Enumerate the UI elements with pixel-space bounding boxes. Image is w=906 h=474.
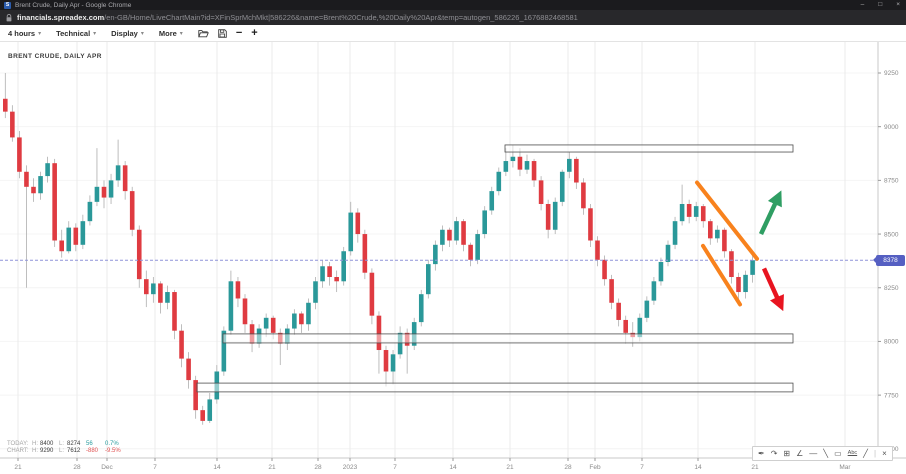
site-favicon-icon: S [4, 1, 11, 9]
instrument-label: BRENT CRUDE, DAILY APR [8, 53, 102, 60]
padlock-icon[interactable] [6, 13, 12, 22]
svg-text:8750: 8750 [884, 178, 899, 185]
curve-arrow-tool-icon[interactable]: ↷ [770, 449, 778, 458]
svg-text:8500: 8500 [884, 231, 899, 238]
svg-text:9000: 9000 [884, 124, 899, 131]
rectangle-tool-icon[interactable]: ▭ [834, 449, 842, 458]
today-change-pct: 0.7% [105, 441, 119, 447]
grid-tool-icon[interactable]: ⊞ [783, 449, 791, 458]
today-change: 56 [86, 441, 93, 447]
technical-menu-label: Technical [56, 28, 91, 38]
toolbar-separator: | [873, 449, 877, 458]
svg-text:2023: 2023 [343, 464, 358, 471]
svg-text:14: 14 [213, 464, 221, 471]
svg-text:7: 7 [153, 464, 157, 471]
chevron-down-icon: ▾ [140, 30, 144, 37]
today-stats-row: TODAY: H: 8400 L: 8274 56 0.7% [7, 441, 124, 448]
trend-lines [695, 180, 759, 307]
svg-text:7: 7 [640, 464, 644, 471]
timeframe-menu[interactable]: 4 hours ▾ [8, 29, 41, 38]
chart-stats-row: CHART: H: 9290 L: 7612 -880 -9.5% [7, 448, 124, 455]
chart-area: 925090008750850082508000775075002128Dec7… [0, 42, 906, 474]
chevron-down-icon: ▾ [38, 30, 42, 37]
zoom-in-button[interactable]: + [251, 27, 258, 39]
more-menu[interactable]: More ▾ [159, 29, 183, 38]
drawing-toolbar: ✒ ↷ ⊞ ∠ — ╲ ▭ Abc ╱ | × [752, 446, 893, 461]
more-menu-label: More [158, 28, 177, 38]
window-close-button[interactable]: × [896, 1, 900, 8]
candlestick-chart[interactable]: 925090008750850082508000775075002128Dec7… [0, 42, 906, 474]
technical-menu[interactable]: Technical ▾ [56, 29, 96, 38]
svg-text:Feb: Feb [589, 464, 601, 471]
svg-text:14: 14 [694, 464, 702, 471]
angle-lines-tool-icon[interactable]: ∠ [796, 449, 804, 458]
diagonal-line-tool-icon[interactable]: ╱ [863, 449, 868, 458]
close-toolbar-icon[interactable]: × [882, 449, 887, 458]
svg-text:7: 7 [393, 464, 397, 471]
floppy-save-icon [218, 28, 227, 38]
window-maximize-button[interactable]: □ [878, 1, 883, 8]
chart-change-pct: -9.5% [105, 448, 121, 454]
horizontal-line-tool-icon[interactable]: — [809, 449, 818, 458]
text-tool-icon[interactable]: Abc [847, 450, 858, 456]
candles [3, 73, 755, 425]
gridlines [0, 42, 878, 458]
svg-text:7750: 7750 [884, 392, 899, 399]
url-path: /en-GB/Home/LiveChartMain?id=XFinSprMchM… [104, 13, 578, 22]
chart-toolbar: 4 hours ▾ Technical ▾ Display ▾ More ▾ −… [0, 25, 906, 42]
window-minimize-button[interactable]: – [860, 1, 865, 8]
page-url: financials.spreadex.com/en-GB/Home/LiveC… [17, 13, 578, 22]
svg-text:21: 21 [268, 464, 276, 471]
trend-line-tool-icon[interactable]: ╲ [823, 449, 829, 458]
svg-text:Mar: Mar [839, 464, 851, 471]
svg-text:28: 28 [564, 464, 572, 471]
svg-text:28: 28 [73, 464, 81, 471]
svg-text:Dec: Dec [101, 464, 113, 471]
svg-text:9250: 9250 [884, 70, 899, 77]
svg-text:21: 21 [506, 464, 514, 471]
ohlc-stats: TODAY: H: 8400 L: 8274 56 0.7% CHART: H: 9290 L: 7… [7, 441, 124, 455]
url-bar[interactable]: financials.spreadex.com/en-GB/Home/LiveC… [0, 10, 906, 25]
timeframe-menu-label: 4 hours [8, 28, 36, 38]
svg-text:14: 14 [449, 464, 457, 471]
svg-text:21: 21 [14, 464, 22, 471]
zoom-out-button[interactable]: − [235, 27, 243, 39]
display-menu[interactable]: Display ▾ [111, 29, 144, 38]
chevron-down-icon: ▾ [179, 30, 183, 37]
display-menu-label: Display [111, 28, 138, 38]
current-price-badge: 8378 [873, 254, 905, 266]
chevron-down-icon: ▾ [93, 30, 97, 37]
window-title: Brent Crude, Daily Apr - Google Chrome [15, 1, 132, 9]
save-chart-button[interactable] [218, 28, 227, 38]
folder-open-icon [197, 29, 209, 38]
svg-text:21: 21 [751, 464, 759, 471]
browser-title-bar: S Brent Crude, Daily Apr - Google Chrome… [0, 0, 906, 10]
url-domain: financials.spreadex.com [17, 13, 105, 22]
svg-text:8250: 8250 [884, 285, 899, 292]
pen-tool-icon[interactable]: ✒ [758, 449, 765, 458]
open-chart-button[interactable] [197, 29, 209, 38]
support-resistance-zones [196, 144, 794, 393]
svg-text:28: 28 [314, 464, 322, 471]
chart-change: -880 [86, 448, 99, 454]
direction-arrows [758, 190, 784, 312]
svg-text:8000: 8000 [884, 339, 899, 346]
